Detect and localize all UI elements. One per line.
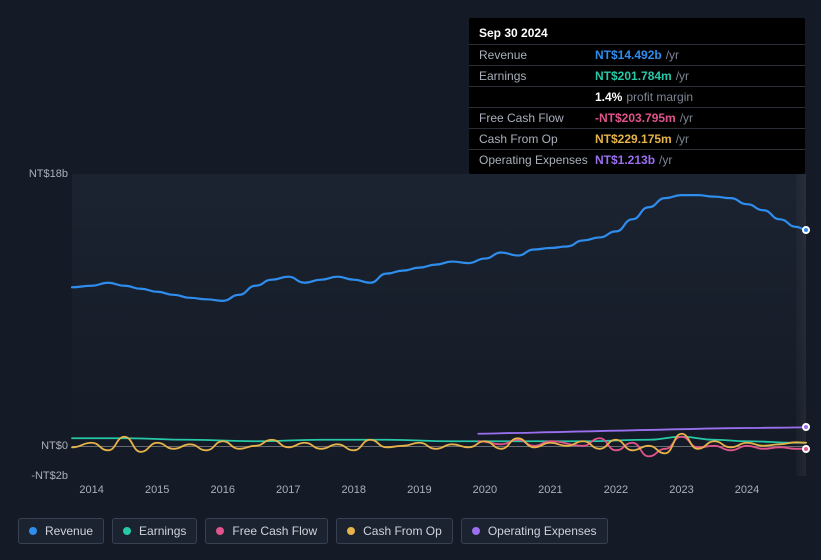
tooltip-unit: /yr: [676, 69, 689, 83]
series-cfo: [72, 434, 806, 454]
tooltip-label: [479, 90, 595, 104]
tooltip-date: Sep 30 2024: [469, 22, 805, 44]
legend-dot: [29, 527, 37, 535]
chart-lines: [72, 174, 806, 476]
legend-item-opex[interactable]: Operating Expenses: [461, 518, 608, 544]
tooltip-margin-text: profit margin: [626, 90, 693, 104]
x-axis-label: 2015: [145, 484, 169, 496]
tooltip-row-opex: Operating ExpensesNT$1.213b/yr: [469, 149, 805, 170]
tooltip-rows: RevenueNT$14.492b/yrEarningsNT$201.784m/…: [469, 44, 805, 170]
y-axis-label: NT$18b: [18, 168, 68, 180]
x-axis-label: 2022: [604, 484, 628, 496]
tooltip-unit: /yr: [666, 48, 679, 62]
tooltip-unit: /yr: [680, 111, 693, 125]
legend: Revenue Earnings Free Cash Flow Cash From O…: [18, 518, 608, 544]
x-axis-label: 2016: [210, 484, 234, 496]
tooltip-label: Revenue: [479, 48, 595, 62]
legend-dot: [216, 527, 224, 535]
x-axis-label: 2019: [407, 484, 431, 496]
tooltip-label: Earnings: [479, 69, 595, 83]
legend-item-cfo[interactable]: Cash From Op: [336, 518, 453, 544]
x-axis-label: 2017: [276, 484, 300, 496]
legend-label: Free Cash Flow: [232, 524, 317, 538]
series-opex: [478, 427, 806, 433]
legend-dot: [123, 527, 131, 535]
tooltip-row-revenue: RevenueNT$14.492b/yr: [469, 44, 805, 65]
plot-area[interactable]: NT$18bNT$0-NT$2b: [72, 174, 806, 476]
x-axis-label: 2020: [473, 484, 497, 496]
x-axis-labels: 2014 2015 2016 2017 2018 2019 2020 2021 2022 2023…: [72, 484, 806, 500]
x-axis-label: 2023: [669, 484, 693, 496]
series-earnings: [72, 437, 806, 443]
y-axis-label: -NT$2b: [18, 470, 68, 482]
x-axis-label: 2014: [79, 484, 103, 496]
tooltip-value: -NT$203.795m: [595, 111, 676, 125]
tooltip-row-margin: 1.4% profit margin: [469, 86, 805, 107]
tooltip-label: Operating Expenses: [479, 153, 595, 167]
legend-item-revenue[interactable]: Revenue: [18, 518, 104, 544]
tooltip-value: NT$1.213b: [595, 153, 655, 167]
legend-item-fcf[interactable]: Free Cash Flow: [205, 518, 328, 544]
tooltip-unit: /yr: [659, 153, 672, 167]
tooltip-label: Cash From Op: [479, 132, 595, 146]
series-revenue: [72, 195, 806, 301]
tooltip-unit: /yr: [676, 132, 689, 146]
legend-item-earnings[interactable]: Earnings: [112, 518, 197, 544]
tooltip-row-earnings: EarningsNT$201.784m/yr: [469, 65, 805, 86]
tooltip-row-fcf: Free Cash Flow-NT$203.795m/yr: [469, 107, 805, 128]
y-axis-label: NT$0: [18, 440, 68, 452]
tooltip-label: Free Cash Flow: [479, 111, 595, 125]
tooltip-value: NT$201.784m: [595, 69, 672, 83]
tooltip-row-cfo: Cash From OpNT$229.175m/yr: [469, 128, 805, 149]
financials-chart: NT$18bNT$0-NT$2b 20142015201620172018201…: [18, 156, 806, 496]
chart-tooltip: Sep 30 2024 RevenueNT$14.492b/yrEarnings…: [469, 18, 805, 174]
legend-label: Cash From Op: [363, 524, 442, 538]
legend-label: Revenue: [45, 524, 93, 538]
legend-dot: [347, 527, 355, 535]
series-marker-fcf: [802, 445, 810, 453]
tooltip-value: NT$229.175m: [595, 132, 672, 146]
x-axis-label: 2021: [538, 484, 562, 496]
tooltip-value: NT$14.492b: [595, 48, 662, 62]
legend-label: Operating Expenses: [488, 524, 597, 538]
x-axis-label: 2024: [735, 484, 759, 496]
series-marker-opex: [802, 423, 810, 431]
x-axis-label: 2018: [342, 484, 366, 496]
legend-label: Earnings: [139, 524, 186, 538]
tooltip-margin-pct: 1.4%: [595, 90, 622, 104]
series-marker-revenue: [802, 226, 810, 234]
legend-dot: [472, 527, 480, 535]
